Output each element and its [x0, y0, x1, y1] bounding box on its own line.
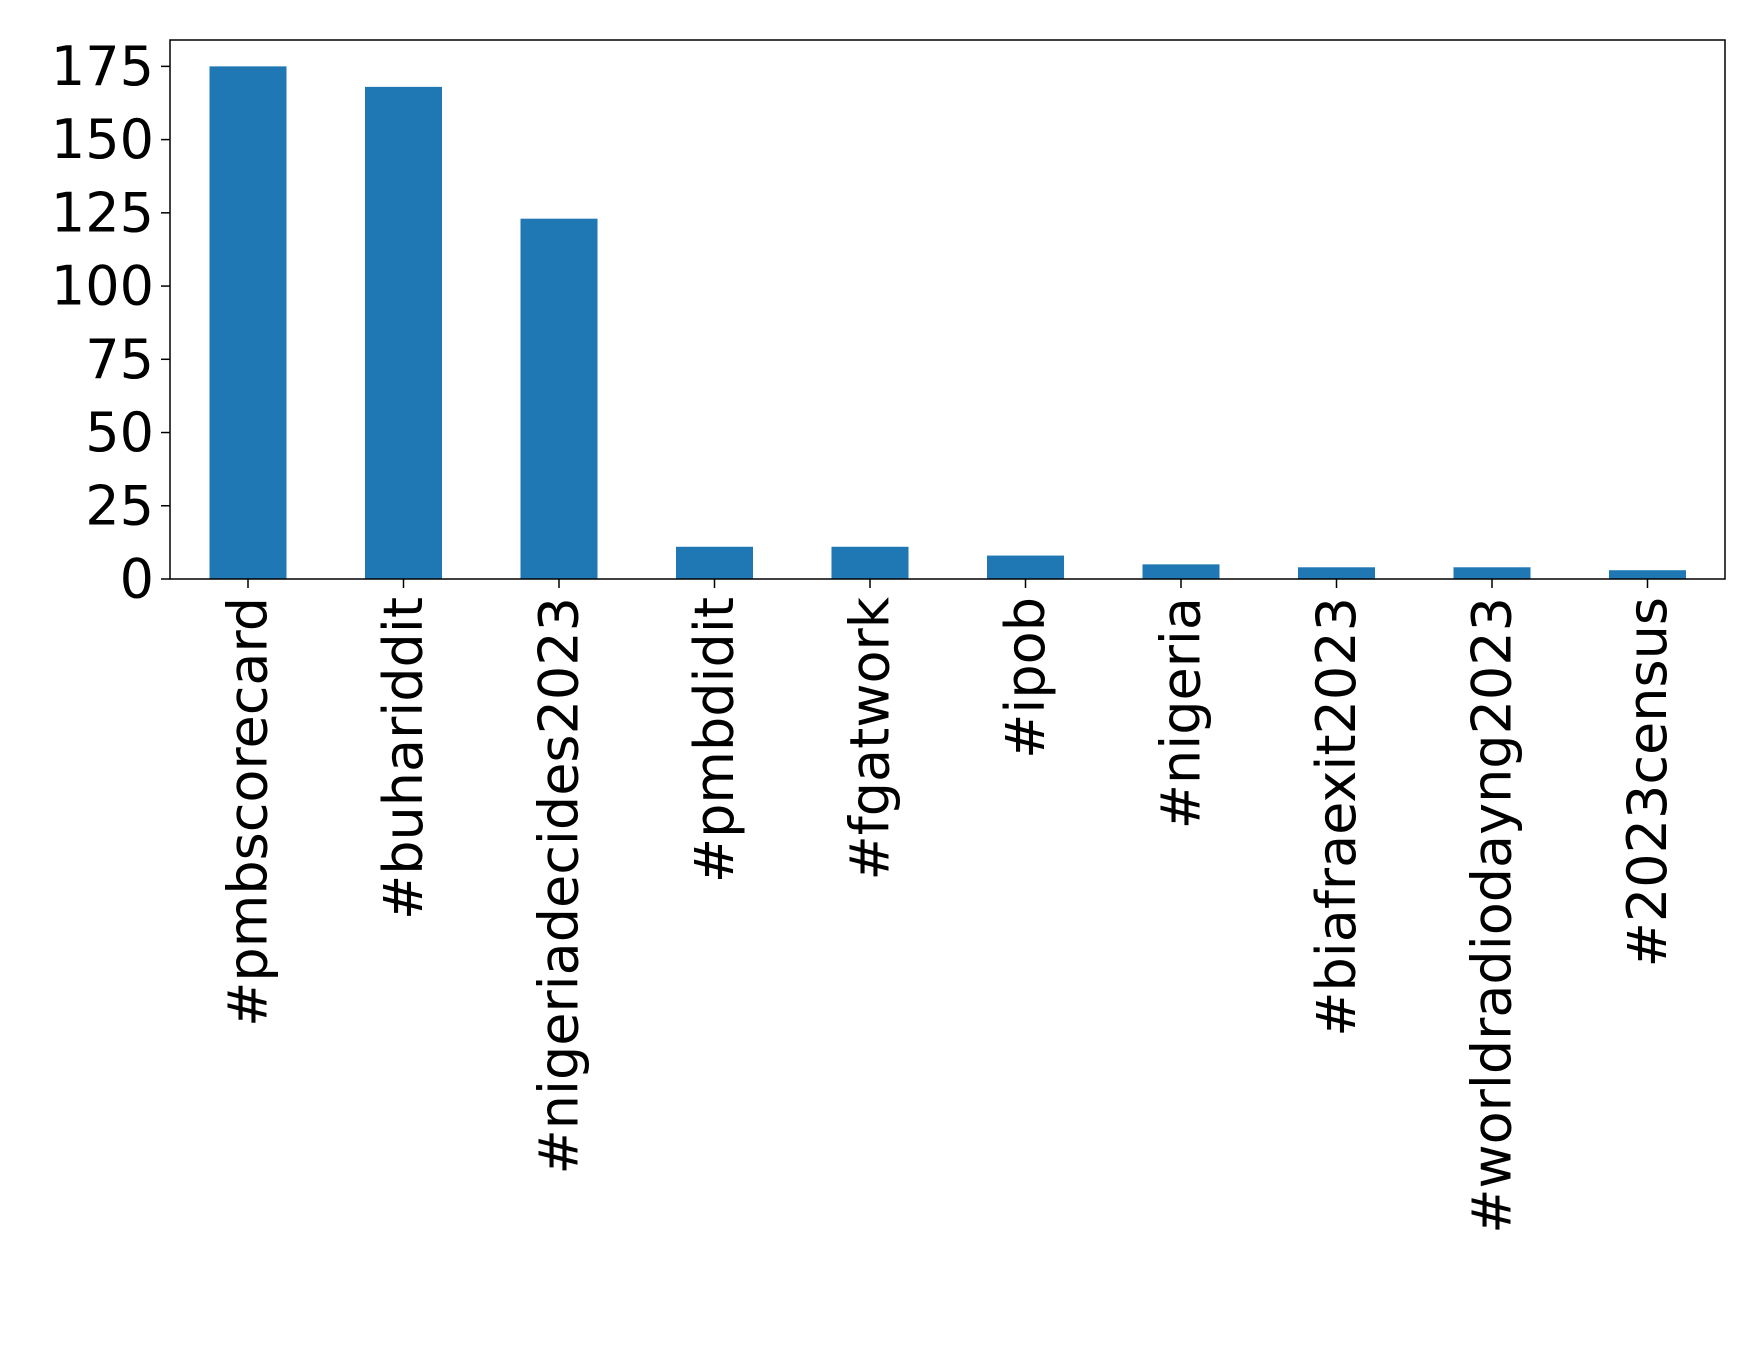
bar-fgatwork: [831, 546, 909, 579]
bar-pmbscorecard: [209, 66, 287, 579]
bar-worldradiodayng2023: [1453, 567, 1531, 579]
bar-buhariddit: [365, 86, 442, 579]
bar-biafraexit2023: [1298, 567, 1375, 579]
y-tick-label: 150: [51, 108, 154, 171]
x-tick-label: #pmbscorecard: [217, 597, 280, 1027]
x-tick-label: #buhariddit: [372, 597, 435, 920]
x-tick-label: #2023census: [1616, 597, 1679, 967]
bar-2023census: [1609, 570, 1686, 579]
y-tick-label: 0: [120, 548, 154, 611]
x-tick-label: #pmbdidit: [683, 597, 746, 883]
y-tick-label: 50: [85, 401, 154, 464]
x-tick-label: #biafraexit2023: [1305, 597, 1368, 1037]
y-axis: 0 25 50 75 100 125 150 175: [51, 35, 170, 611]
plot-frame: [169, 39, 1726, 580]
bars-group: [209, 66, 1686, 579]
y-tick-label: 125: [51, 181, 154, 244]
y-tick-label: 100: [51, 255, 154, 318]
x-tick-label: #fgatwork: [839, 596, 902, 880]
y-tick-label: 175: [51, 35, 154, 98]
x-tick-label: #ipob: [994, 597, 1057, 759]
bar-nigeria: [1142, 564, 1220, 579]
bar-pmbdidit: [676, 546, 753, 579]
x-tick-label: #nigeriadecides2023: [528, 597, 591, 1175]
x-tick-label: #worldradiodayng2023: [1461, 597, 1524, 1234]
bar-ipob: [987, 555, 1064, 579]
y-tick-label: 25: [85, 474, 154, 537]
bar-nigeriadecides2023: [520, 218, 598, 579]
x-axis: #pmbscorecard #buhariddit #nigeriadecides2…: [217, 579, 1679, 1234]
y-tick-label: 75: [85, 328, 154, 391]
x-tick-label: #nigeria: [1150, 597, 1213, 829]
